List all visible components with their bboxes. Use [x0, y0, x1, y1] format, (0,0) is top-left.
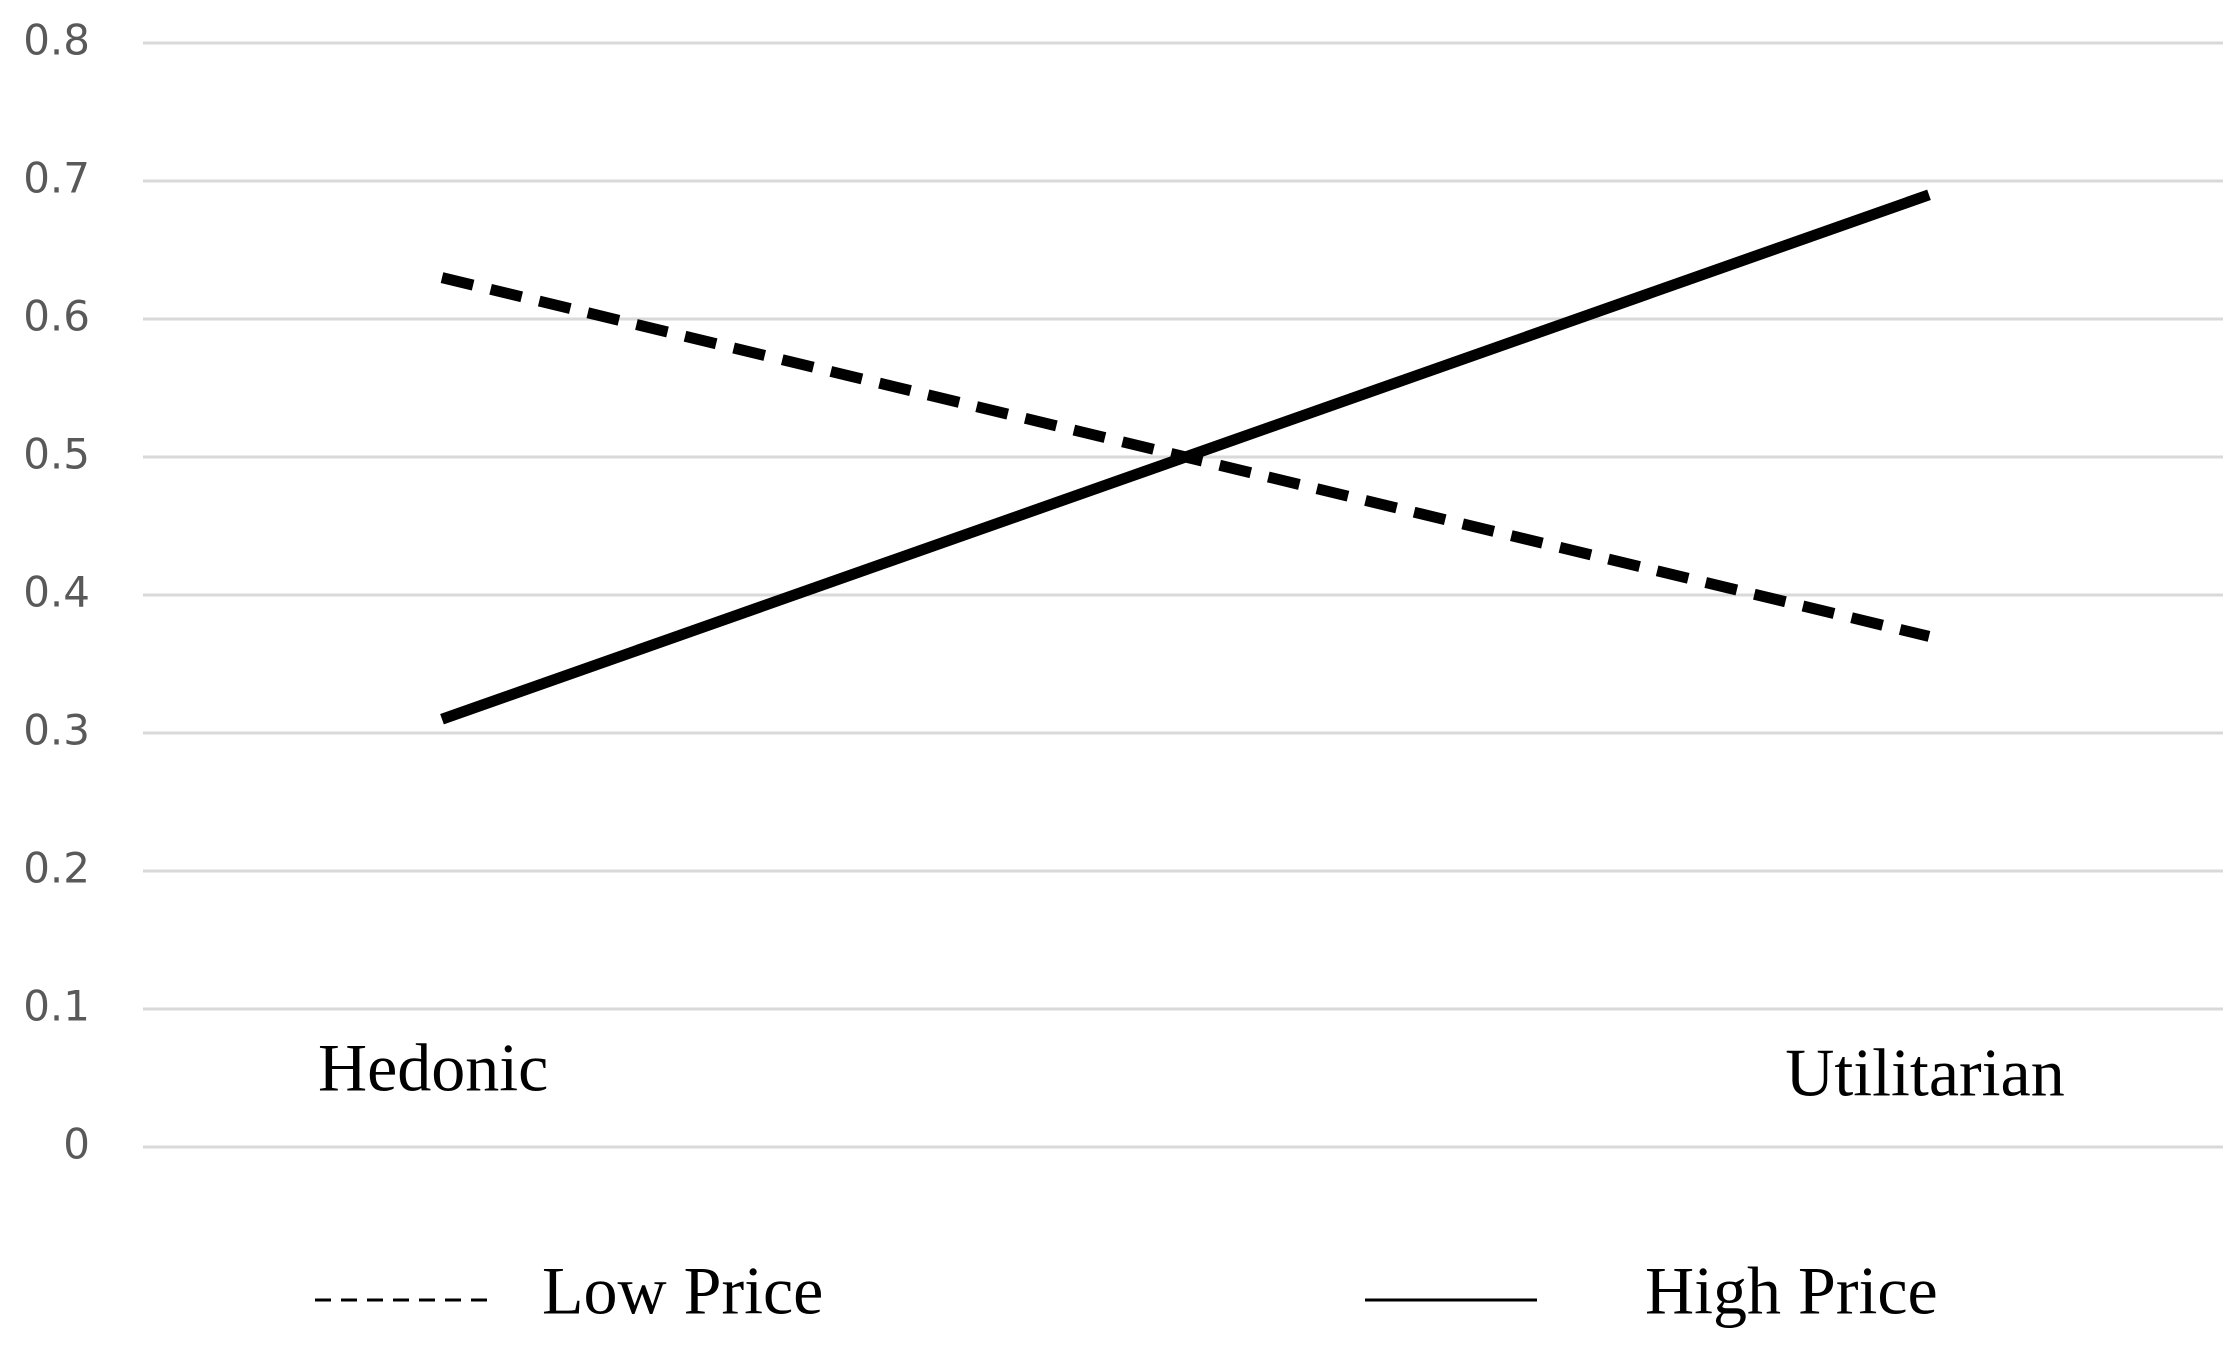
y-tick-label: 0.2 [23, 844, 90, 893]
y-tick-label: 0.7 [23, 154, 90, 203]
category-label: Hedonic [318, 1030, 548, 1106]
y-tick-label: 0.4 [23, 568, 90, 617]
legend-label: High Price [1645, 1253, 1938, 1329]
legend-label: Low Price [542, 1253, 823, 1329]
y-tick-label: 0 [63, 1120, 90, 1169]
series-line [440, 189, 1931, 725]
y-tick-label: 0.3 [23, 706, 90, 755]
y-tick-label: 0.6 [23, 292, 90, 341]
y-tick-label: 0.5 [23, 430, 90, 479]
category-label: Utilitarian [1785, 1035, 2064, 1111]
y-tick-label: 0.8 [23, 16, 90, 65]
y-tick-label: 0.1 [23, 982, 90, 1031]
